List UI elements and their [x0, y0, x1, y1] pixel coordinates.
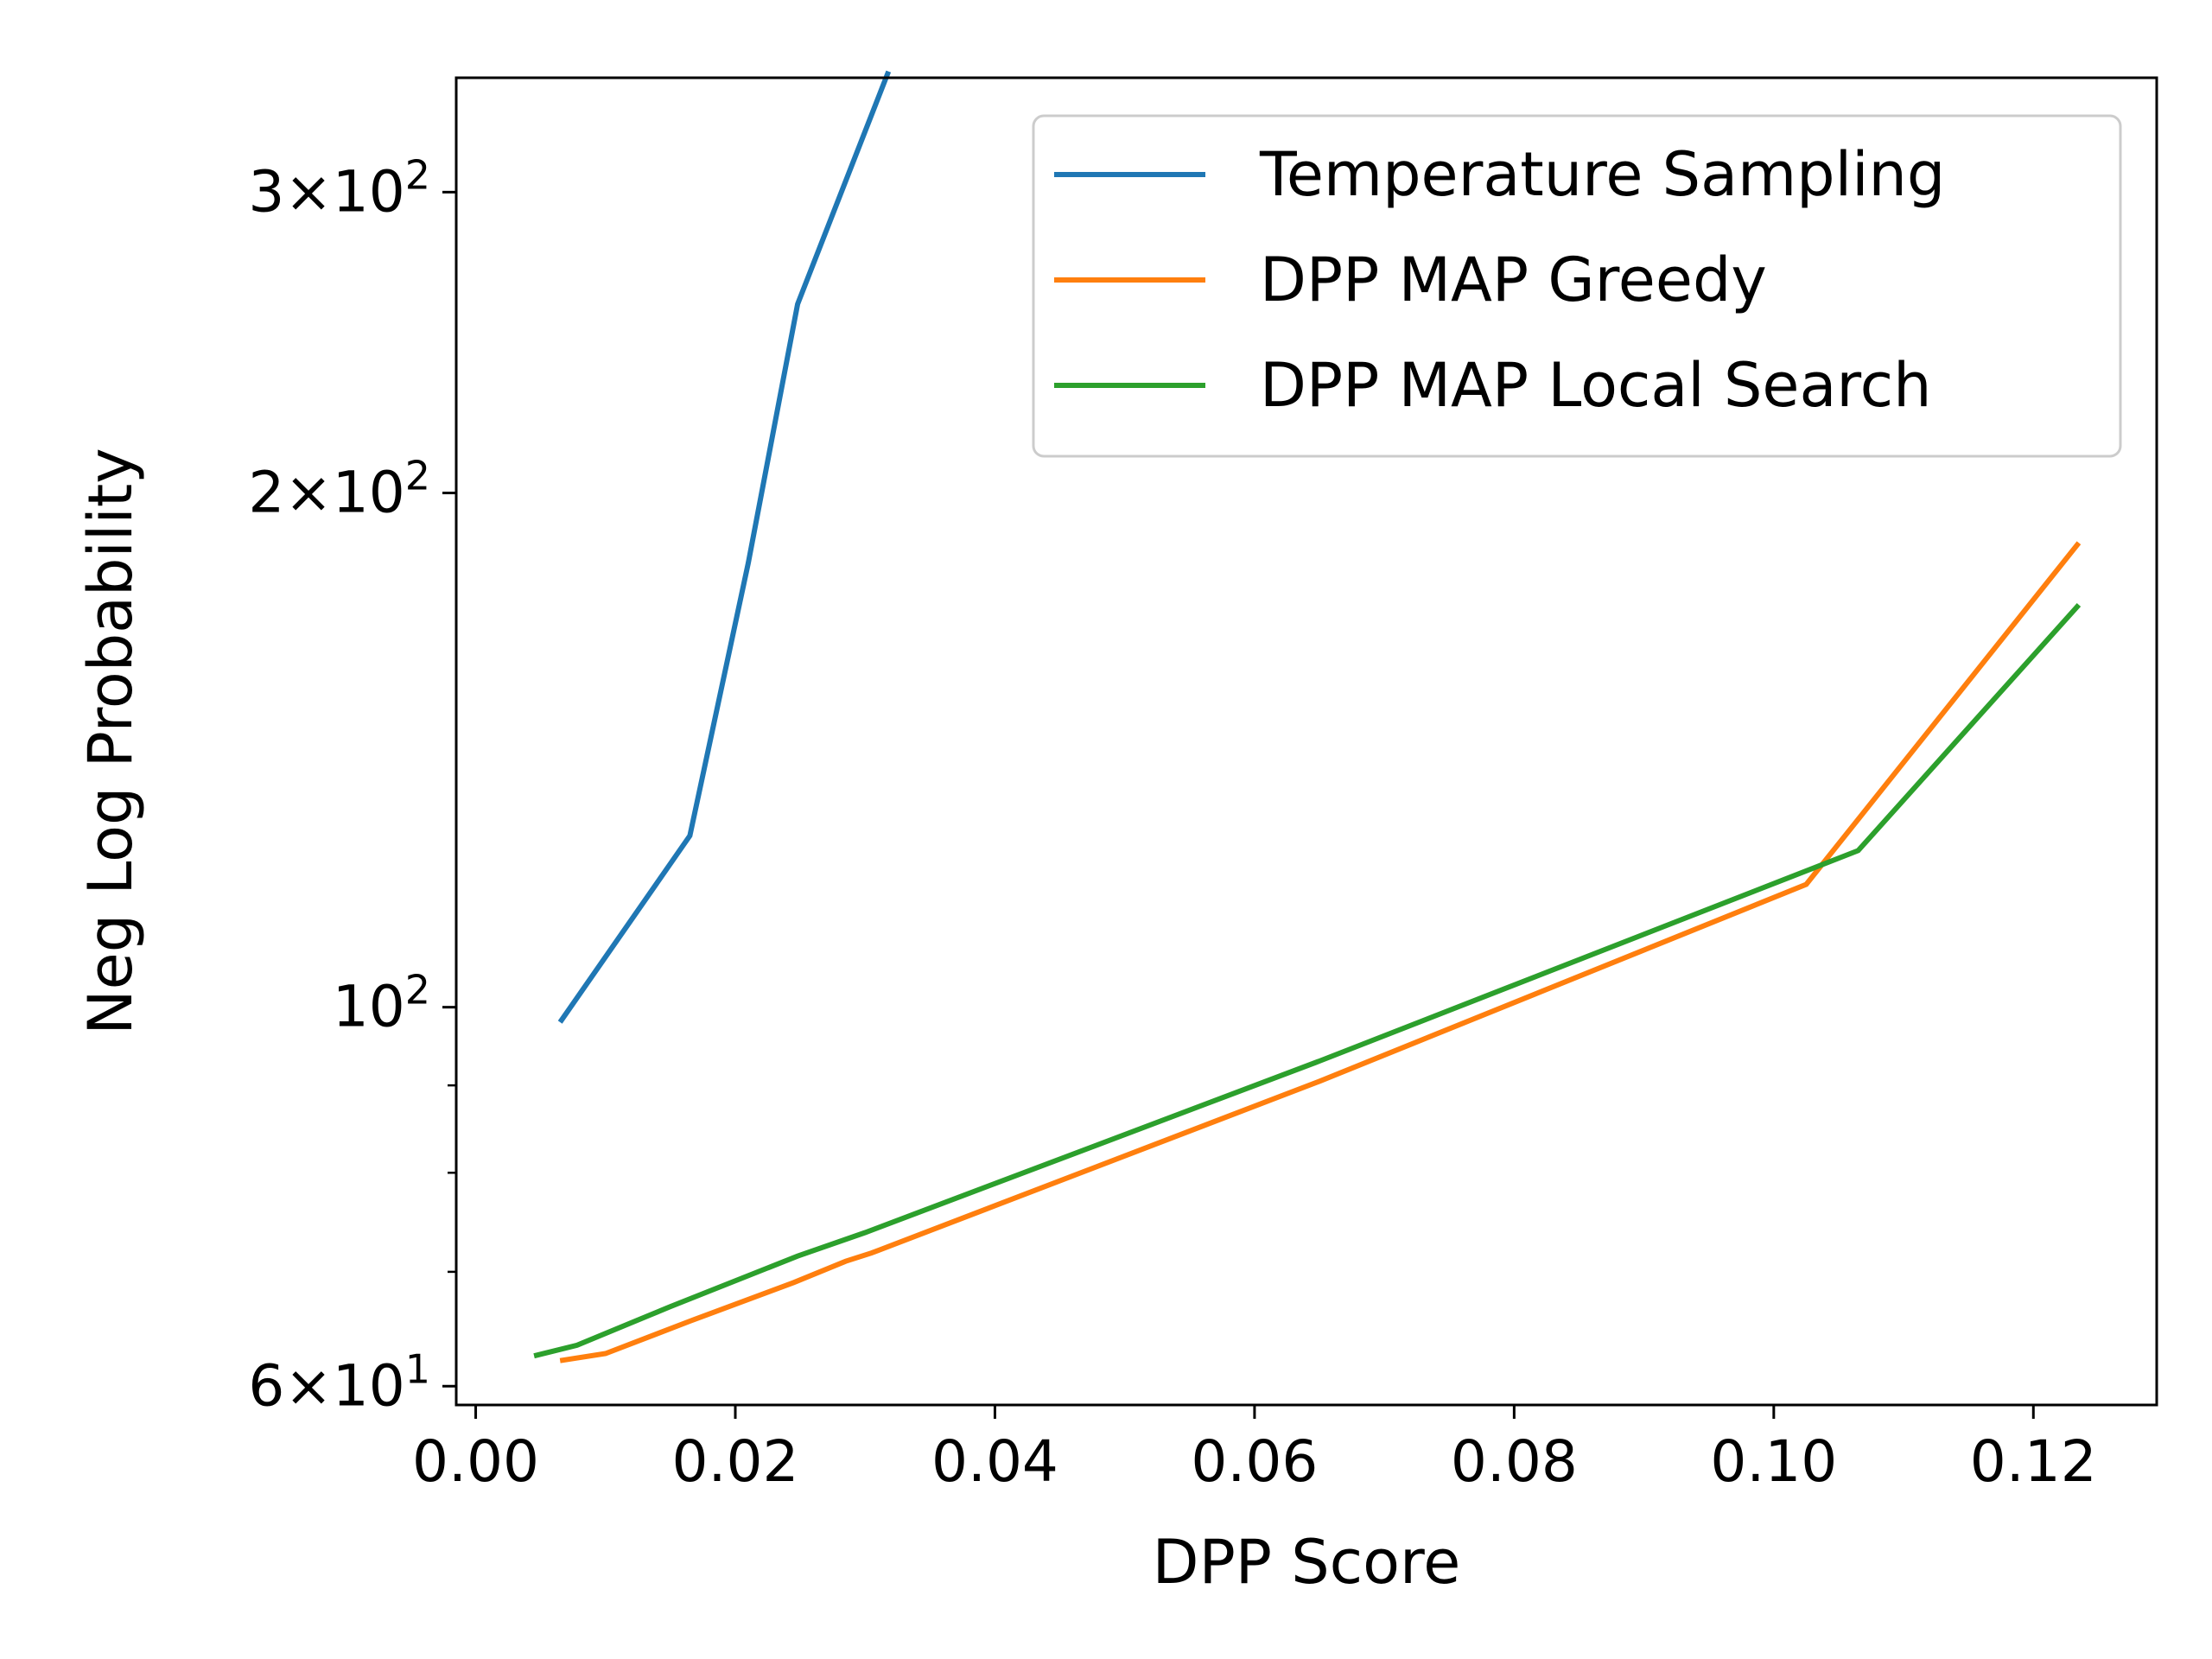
- legend-label-temperature-sampling: Temperature Sampling: [1259, 139, 1945, 210]
- y-tick-mantissa: 2: [248, 460, 284, 526]
- y-tick-label: 6×101: [248, 1345, 430, 1419]
- y-tick-times: ×: [284, 460, 332, 526]
- x-tick-label: 0.02: [672, 1428, 799, 1495]
- y-tick-exponent: 2: [405, 151, 430, 198]
- y-tick-times: ×: [284, 1352, 332, 1419]
- legend-label-dpp-map-local-search: DPP MAP Local Search: [1260, 350, 1932, 421]
- y-tick-mantissa: 6: [248, 1352, 284, 1419]
- legend-label-dpp-map-greedy: DPP MAP Greedy: [1260, 245, 1767, 315]
- y-tick-times: ×: [284, 158, 332, 225]
- plot-lines: [533, 70, 2082, 1363]
- y-tick-base: 10: [333, 158, 405, 225]
- legend: Temperature Sampling DPP MAP Greedy DPP MA…: [1032, 114, 2122, 458]
- x-axis-label: DPP Score: [1153, 1527, 1461, 1598]
- legend-entries: Temperature Sampling DPP MAP Greedy DPP MA…: [1054, 139, 1945, 421]
- series-line-dpp-map-greedy: [559, 541, 2082, 1363]
- y-tick-exponent: 2: [405, 967, 430, 1014]
- y-tick-label: 2×102: [248, 453, 430, 526]
- y-tick-label: 102: [333, 967, 430, 1040]
- plot-frame: [454, 76, 2158, 1407]
- x-tick-label: 0.06: [1191, 1428, 1318, 1495]
- x-tick-label: 0.04: [931, 1428, 1058, 1495]
- x-tick-label: 0.00: [412, 1428, 539, 1495]
- y-tick-mantissa: 3: [248, 158, 284, 225]
- y-tick-base: 10: [333, 1352, 405, 1419]
- series-line-dpp-map-local-search: [533, 602, 2082, 1359]
- y-tick-base: 10: [333, 974, 405, 1040]
- x-tick-label: 0.08: [1451, 1428, 1578, 1495]
- x-axis: 0.00 0.02 0.04 0.06 0.08 0.10 0.12: [412, 1405, 2097, 1495]
- x-tick-label: 0.10: [1710, 1428, 1837, 1495]
- y-tick-label: 3×102: [248, 151, 430, 225]
- y-axis-label: Neg Log Probability: [75, 448, 146, 1034]
- legend-box: [1032, 114, 2122, 458]
- y-tick-exponent: 1: [405, 1345, 430, 1392]
- x-tick-label: 0.12: [1970, 1428, 2097, 1495]
- series-line-temperature-sampling: [557, 70, 892, 1024]
- y-tick-exponent: 2: [405, 453, 430, 499]
- y-tick-base: 10: [333, 460, 405, 526]
